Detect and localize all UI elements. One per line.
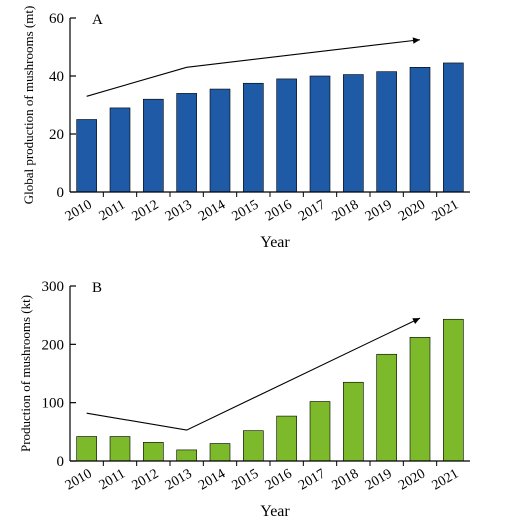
panel-b-bar-2013	[176, 449, 197, 462]
panel-b-x-ticks: 2010 2011 2012 2013 2014 2015 2016 2017 2018 2019…	[63, 461, 461, 493]
panel-b-x-tick-label-2010: 2010	[63, 466, 95, 493]
panel-b-trend-arrow	[86, 317, 421, 431]
panel-a-x-tick-label-2015: 2015	[230, 197, 262, 224]
panel-a-bar-2014	[209, 88, 231, 193]
panel-b-x-tick-label-2019: 2019	[363, 466, 395, 493]
panel-a-bar-2018	[343, 74, 364, 193]
panel-b-bar-2011	[109, 436, 131, 462]
panel-b-x-tick-label-2017: 2017	[296, 466, 328, 493]
panel-a-x-tick-label-2018: 2018	[330, 197, 362, 224]
panel-a-y-tick-label: 40	[49, 69, 64, 85]
panel-a-x-tick-label-2017: 2017	[296, 197, 328, 224]
panel-a-y-tick-label: 0	[57, 185, 65, 201]
panel-a-arrow-head	[412, 37, 420, 44]
panel-a-bar-2020	[409, 67, 431, 193]
panel-b-x-axis-label: Year	[260, 503, 290, 520]
panel-a-x-tick-label-2019: 2019	[363, 197, 395, 224]
panel-b-trend-line	[86, 317, 421, 431]
panel-b-y-tick-label: 100	[42, 396, 65, 412]
panel-b-bar-2017	[309, 401, 331, 462]
panel-a-x-tick-label-2014: 2014	[196, 197, 228, 224]
panel-b-bar-2018	[343, 381, 364, 462]
panel-b-x-tick-label-2014: 2014	[196, 466, 228, 493]
panel-b-bar-2021	[443, 318, 464, 462]
panel-a-bar-2012	[143, 98, 164, 193]
panel-b-bar-2014	[209, 443, 231, 462]
panel-b-x-tick-label-2018: 2018	[330, 466, 362, 493]
panel-a-label: A	[92, 12, 103, 28]
panel-b-bar-2015	[243, 430, 264, 462]
panel-b-x-tick-label-2015: 2015	[230, 466, 262, 493]
panel-b-bar-2020	[409, 337, 431, 462]
panel-b-label: B	[92, 280, 102, 296]
panel-b-y-tick-label: 200	[42, 337, 65, 353]
panel-a-x-tick-label-2010: 2010	[63, 197, 95, 224]
panel-a-y-tick-label: 60	[49, 11, 64, 27]
panel-b-bar-2012	[143, 442, 164, 462]
panel-b-x-tick-label-2013: 2013	[163, 466, 195, 493]
panel-b-x-tick-label-2020: 2020	[396, 466, 428, 493]
panel-a-x-tick-label-2013: 2013	[163, 197, 195, 224]
panel-a-bar-2016	[276, 78, 297, 193]
panel-a-bar-2015	[243, 82, 264, 193]
panel-a-bar-2017	[309, 75, 331, 193]
panel-a-trend-line	[86, 39, 421, 97]
panel-b-x-tick-label-2012: 2012	[130, 466, 162, 493]
panel-a-bar-2021	[443, 62, 464, 193]
panel-a-bar-2011	[109, 107, 131, 193]
panel-a-x-tick-label-2016: 2016	[263, 197, 295, 224]
panel-b-x-tick-label-2021: 2021	[430, 466, 462, 493]
panel-b-bar-2010	[76, 436, 97, 462]
panel-a-x-axis-label: Year	[260, 234, 290, 251]
panel-a-bar-2010	[76, 119, 97, 193]
panel-b-bar-2019	[376, 353, 397, 462]
panel-a-bar-2019	[376, 71, 397, 193]
panel-b-y-ticks: 0 100 200 300	[42, 279, 76, 470]
panel-a: 0 20 40 60 2010 2011 2012 2013 2014 2015 2016 2017…	[21, 6, 470, 251]
panel-a-y-ticks: 0 20 40 60	[49, 11, 76, 201]
panel-a-trend-arrow	[86, 37, 421, 97]
panel-a-x-ticks: 2010 2011 2012 2013 2014 2015 2016 2017 2018 2019…	[63, 192, 461, 224]
panel-a-x-tick-label-2012: 2012	[130, 197, 162, 224]
panel-b-y-axis-label: Production of mushrooms (kt)	[18, 295, 33, 452]
panel-a-x-tick-label-2011: 2011	[97, 197, 128, 224]
panel-a-y-axis-label: Global production of mushrooms (mt)	[21, 6, 36, 205]
panel-b-arrow-head	[412, 318, 420, 324]
panel-b-bar-2016	[276, 415, 297, 462]
panel-b-x-tick-label-2016: 2016	[263, 466, 295, 493]
panel-a-bars	[76, 62, 464, 193]
panel-a-y-tick-label: 20	[49, 127, 64, 143]
panel-a-x-tick-label-2020: 2020	[396, 197, 428, 224]
panel-a-x-tick-label-2021: 2021	[430, 197, 462, 224]
panel-b-x-tick-label-2011: 2011	[97, 466, 128, 493]
panel-b-y-tick-label: 0	[57, 454, 65, 470]
panel-b-y-tick-label: 300	[42, 279, 65, 295]
panel-a-bar-2013	[176, 93, 197, 193]
